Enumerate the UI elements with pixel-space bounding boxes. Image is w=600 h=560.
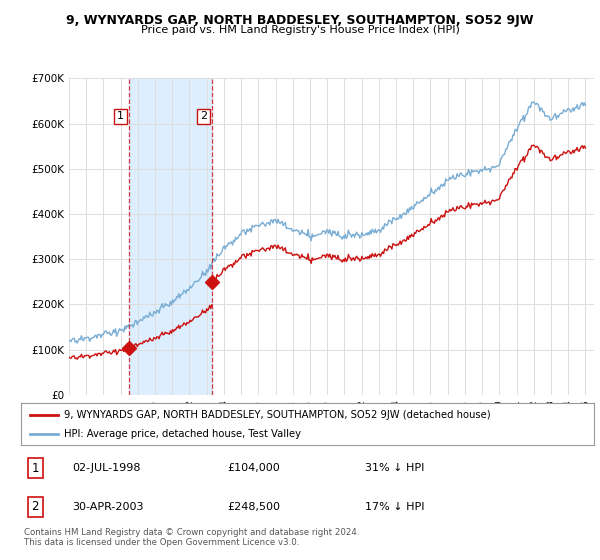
Text: 1: 1	[117, 111, 124, 122]
Text: Price paid vs. HM Land Registry's House Price Index (HPI): Price paid vs. HM Land Registry's House …	[140, 25, 460, 35]
Text: 02-JUL-1998: 02-JUL-1998	[73, 464, 141, 473]
Bar	[129, 78, 212, 395]
Text: Contains HM Land Registry data © Crown copyright and database right 2024.
This d: Contains HM Land Registry data © Crown c…	[24, 528, 359, 547]
Text: 2: 2	[200, 111, 208, 122]
Text: 1: 1	[32, 462, 39, 475]
Text: 9, WYNYARDS GAP, NORTH BADDESLEY, SOUTHAMPTON, SO52 9JW (detached house): 9, WYNYARDS GAP, NORTH BADDESLEY, SOUTHA…	[64, 409, 491, 419]
Text: 9, WYNYARDS GAP, NORTH BADDESLEY, SOUTHAMPTON, SO52 9JW: 9, WYNYARDS GAP, NORTH BADDESLEY, SOUTHA…	[66, 14, 534, 27]
Text: 31% ↓ HPI: 31% ↓ HPI	[365, 464, 424, 473]
Text: HPI: Average price, detached house, Test Valley: HPI: Average price, detached house, Test…	[64, 429, 301, 439]
Text: 2: 2	[32, 501, 39, 514]
Text: 17% ↓ HPI: 17% ↓ HPI	[365, 502, 424, 512]
Text: £104,000: £104,000	[227, 464, 280, 473]
Text: £248,500: £248,500	[227, 502, 280, 512]
Text: 30-APR-2003: 30-APR-2003	[73, 502, 144, 512]
